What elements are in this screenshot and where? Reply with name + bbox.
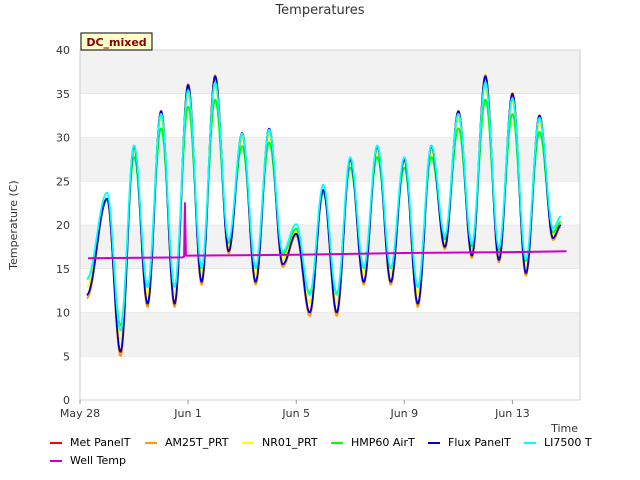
legend-swatch [428,441,440,444]
legend-swatch [145,441,157,444]
grid-band [80,181,580,225]
y-tick-label: 5 [63,350,70,363]
y-tick-label: 30 [56,132,70,145]
grid-band [80,93,580,138]
legend-item-nr01-prt: NR01_PRT [242,436,318,449]
x-tick-label: Jun 9 [389,407,418,420]
legend-item-met-panelt: Met PanelT [50,436,130,449]
legend-item-am25t-prt: AM25T_PRT [145,436,228,449]
legend: Met PanelT AM25T_PRT NR01_PRT HMP60 AirT… [0,432,640,472]
chart-title: Temperatures [274,3,364,18]
legend-swatch [242,441,254,444]
temperature-chart: 0 5 10 15 20 25 30 35 40 May 28 Jun 1 Jun 5 Jun 9 Ju… [7,3,581,432]
legend-swatch [524,441,536,444]
series-line-li7500-t [86,81,562,332]
legend-label: NR01_PRT [262,436,318,449]
badge-label: DC_mixed [86,36,146,49]
y-axis-label: Temperature (C) [7,180,20,270]
legend-swatch [331,441,343,444]
legend-item-well-temp: Well Temp [50,454,126,467]
legend-label: AM25T_PRT [165,436,229,449]
grid-band [80,268,580,313]
legend-label: Well Temp [70,454,126,467]
series-line-well-temp [88,202,567,260]
grid-band [80,356,580,400]
y-tick-label: 20 [56,219,70,232]
y-tick-label: 40 [56,44,70,57]
x-tick-label: May 28 [60,407,100,420]
y-tick-label: 0 [63,394,70,407]
legend-label: LI7500 T [544,436,592,449]
x-tick-label: Jun 1 [173,407,202,420]
legend-swatch [50,441,62,444]
dc-mixed-badge: DC_mixed [80,32,153,51]
legend-item-li7500-t: LI7500 T [524,436,592,449]
legend-swatch [50,459,62,462]
y-tick-label: 15 [56,263,70,276]
grid-band [80,50,580,94]
legend-item-flux-panelt: Flux PanelT [428,436,511,449]
legend-label: Flux PanelT [448,436,511,449]
x-axis-label: Time [550,422,578,432]
grid-band [80,312,580,357]
x-tick-label: Jun 5 [281,407,310,420]
y-tick-label: 25 [56,175,70,188]
x-tick-label: Jun 13 [494,407,530,420]
y-tick-label: 10 [56,307,70,320]
legend-label: HMP60 AirT [351,436,415,449]
y-tick-label: 35 [56,88,70,101]
legend-item-hmp60-airt: HMP60 AirT [331,436,415,449]
legend-label: Met PanelT [70,436,131,449]
